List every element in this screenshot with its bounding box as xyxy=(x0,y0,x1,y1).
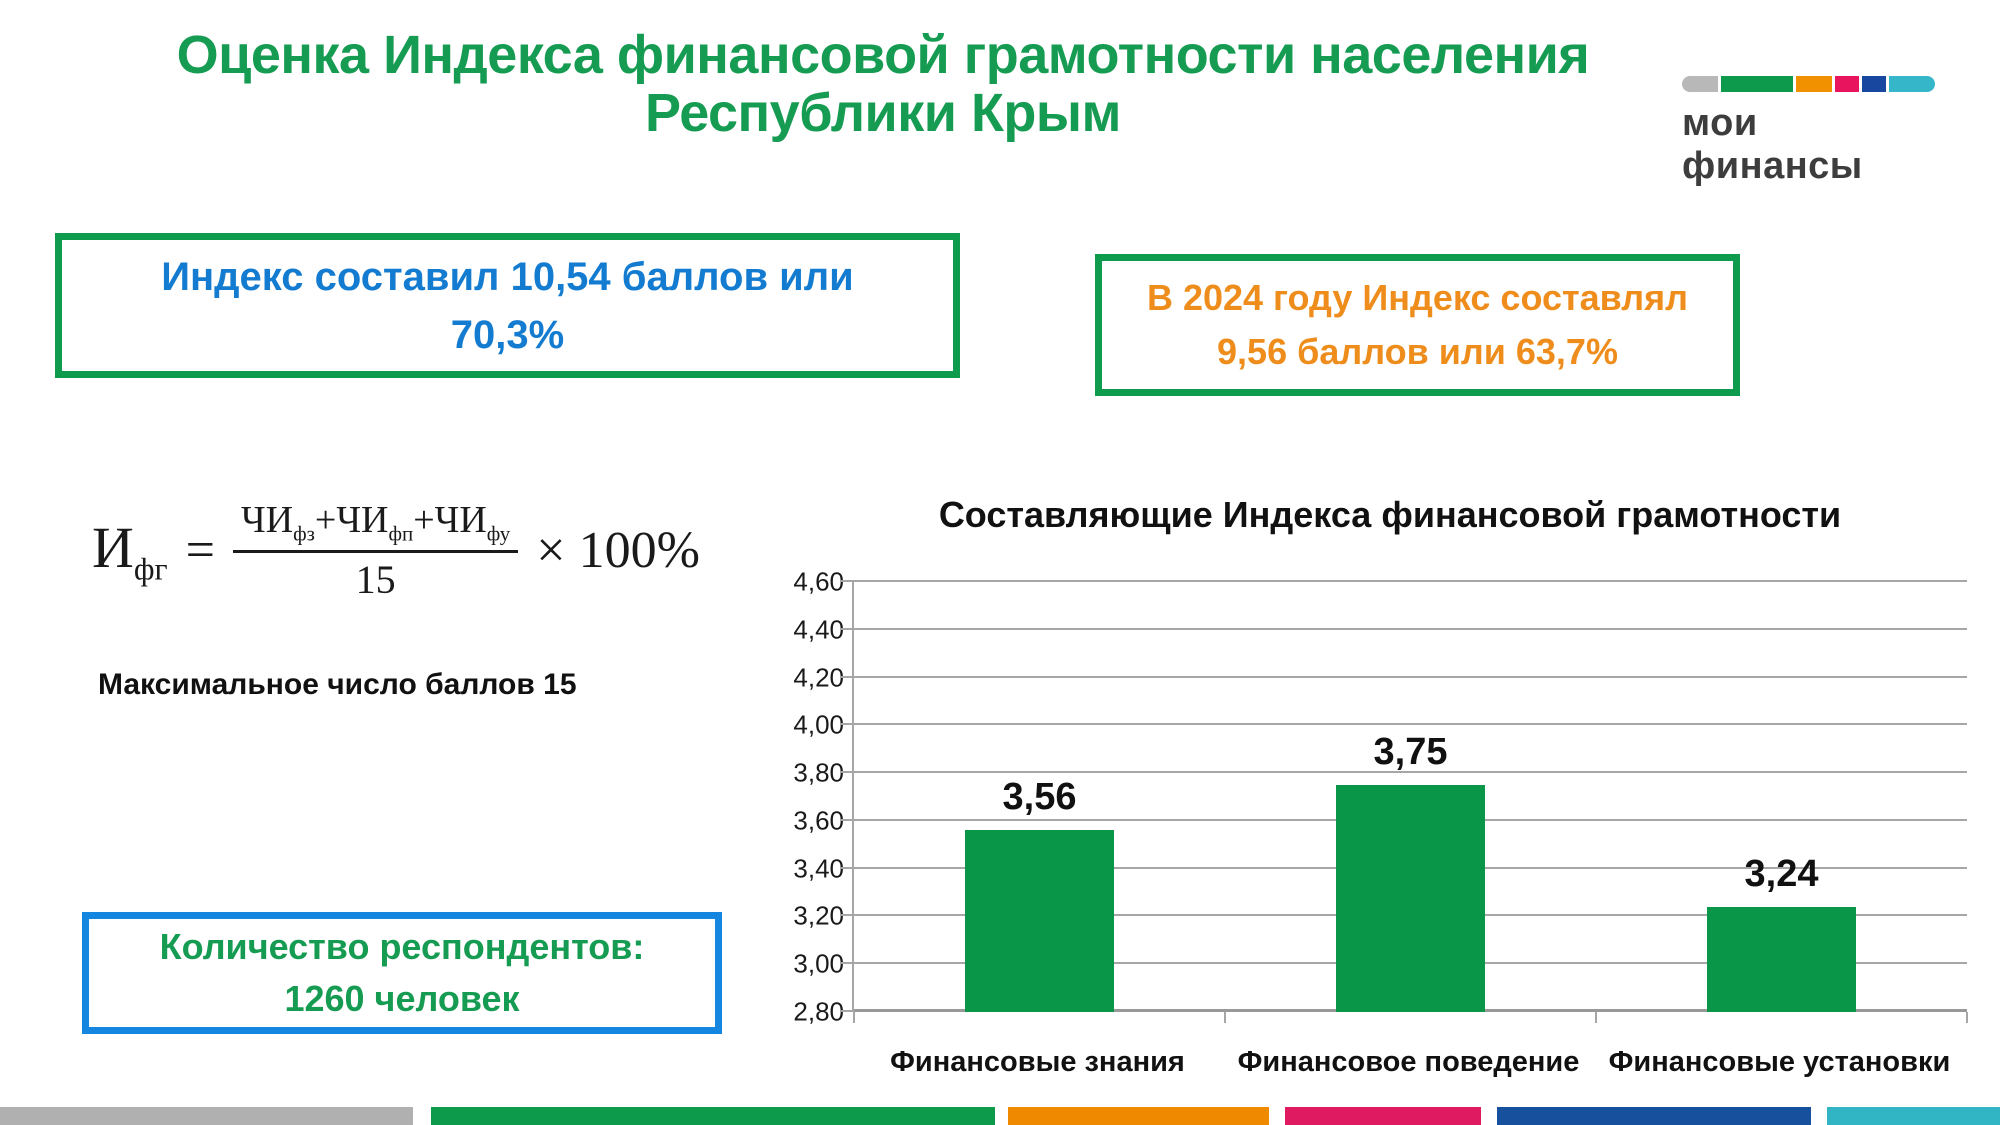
category-cell: 3,75 xyxy=(1225,582,1596,1012)
y-axis-label: 3,00 xyxy=(793,948,844,979)
footer-stripe-segment-5 xyxy=(1497,1107,1811,1125)
footer-stripe-segment-4 xyxy=(1285,1107,1481,1125)
logo-bar-segment-4 xyxy=(1835,76,1859,92)
y-axis-tick xyxy=(841,675,854,678)
x-axis-tick xyxy=(1223,1012,1226,1023)
bar-value-label: 3,56 xyxy=(1002,776,1077,819)
gridline xyxy=(854,580,1967,582)
formula-lhs: Ифг xyxy=(92,514,168,587)
y-axis-tick xyxy=(841,723,854,726)
footer-color-stripe xyxy=(0,1107,2000,1125)
gridline xyxy=(854,627,1967,630)
callout-respondents-line1: Количество респондентов: xyxy=(159,925,645,967)
x-axis-tick xyxy=(853,1012,855,1023)
bar-3 xyxy=(1707,906,1856,1012)
callout-previous-index: В 2024 году Индекс составлял 9,56 баллов… xyxy=(1095,254,1740,396)
max-points-note: Максимальное число баллов 15 xyxy=(98,668,577,701)
y-axis-tick xyxy=(841,580,854,582)
page-title: Оценка Индекса финансовой грамотности на… xyxy=(60,26,1706,143)
formula-fraction: ЧИфз+ЧИфп+ЧИфу 15 xyxy=(232,498,519,603)
gridline xyxy=(854,723,1967,726)
y-axis-label: 2,80 xyxy=(793,996,844,1027)
category-cell: 3,56 xyxy=(854,582,1225,1012)
callout-current-index: Индекс составил 10,54 баллов или 70,3% xyxy=(55,233,960,378)
page-title-line2: Республики Крым xyxy=(645,83,1121,144)
y-axis-label: 3,60 xyxy=(793,805,844,836)
formula-equals-sign: = xyxy=(185,521,215,579)
category-label: Финансовое поведение xyxy=(1237,1046,1580,1078)
y-axis-label: 3,20 xyxy=(793,900,844,931)
footer-stripe-segment-2 xyxy=(431,1107,995,1125)
callout-respondents-line2: 1260 человек xyxy=(284,978,520,1019)
chart-plot-area: 3,56 3,75 3,24 xyxy=(841,580,1968,1023)
logo-bar-segment-2 xyxy=(1721,76,1793,92)
index-formula: Ифг = ЧИфз+ЧИфп+ЧИфу 15 × 100% xyxy=(92,498,700,603)
bar-2 xyxy=(1336,785,1485,1012)
category-label: Финансовые установки xyxy=(1608,1046,1951,1078)
y-axis-label: 3,40 xyxy=(793,853,844,884)
chart-title: Составляющие Индекса финансовой грамотно… xyxy=(938,494,1842,535)
y-axis-tick xyxy=(841,866,854,869)
y-axis-tick xyxy=(841,1010,854,1012)
logo-bar-segment-1 xyxy=(1682,76,1718,92)
footer-stripe-segment-1 xyxy=(0,1107,413,1125)
category-cell: 3,24 xyxy=(1596,582,1967,1012)
logo-bar-segment-5 xyxy=(1862,76,1886,92)
x-axis-tick xyxy=(1594,1012,1597,1023)
page-title-line1: Оценка Индекса финансовой грамотности на… xyxy=(176,25,1590,85)
gridline xyxy=(854,675,1967,678)
formula-numerator: ЧИфз+ЧИфп+ЧИфу xyxy=(232,498,519,553)
bar-value-label: 3,24 xyxy=(1744,852,1819,895)
y-axis-label: 4,20 xyxy=(793,662,844,693)
formula-multiplier: × 100% xyxy=(536,521,700,579)
logo-color-bar-icon xyxy=(1682,76,1940,92)
footer-stripe-segment-3 xyxy=(1008,1107,1269,1125)
category-label: Финансовые знания xyxy=(890,1046,1185,1078)
y-axis-label: 4,00 xyxy=(793,709,844,740)
bar-value-label: 3,75 xyxy=(1373,731,1448,774)
callout-current-index-line2: 70,3% xyxy=(450,312,565,357)
y-axis-tick xyxy=(841,627,854,630)
logo-moi-finansy: мои финансы xyxy=(1682,76,1940,188)
formula-denominator: 15 xyxy=(355,556,396,602)
y-axis-label: 4,60 xyxy=(793,566,844,597)
y-axis-tick xyxy=(841,771,854,774)
logo-text: мои финансы xyxy=(1682,102,1863,187)
logo-bar-segment-6 xyxy=(1889,76,1935,92)
y-axis-tick xyxy=(841,962,854,965)
bar-chart: Составляющие Индекса финансовой грамотно… xyxy=(790,490,1990,1105)
y-axis-tick xyxy=(841,914,854,917)
y-axis-label: 3,80 xyxy=(793,757,844,788)
y-axis-label: 4,40 xyxy=(793,614,844,645)
logo-bar-segment-3 xyxy=(1796,76,1832,92)
chart-y-axis-labels: 2,80 3,00 3,20 3,40 3,60 3,80 4,00 4,20 4,40 4,60 xyxy=(790,567,844,1027)
y-axis-tick xyxy=(841,818,854,821)
chart-x-axis-labels: Финансовые знания Финансовое поведение Фин… xyxy=(852,1046,1965,1079)
bar-1 xyxy=(965,830,1114,1012)
gridline xyxy=(854,771,1967,774)
callout-previous-index-line1: В 2024 году Индекс составлял xyxy=(1146,277,1689,318)
footer-stripe-segment-6 xyxy=(1827,1107,2000,1125)
callout-previous-index-line2: 9,56 баллов или 63,7% xyxy=(1217,331,1618,372)
callout-respondents: Количество респондентов: 1260 человек xyxy=(82,912,722,1034)
callout-current-index-line1: Индекс составил 10,54 баллов или xyxy=(161,254,854,299)
x-axis-tick xyxy=(1966,1012,1968,1023)
